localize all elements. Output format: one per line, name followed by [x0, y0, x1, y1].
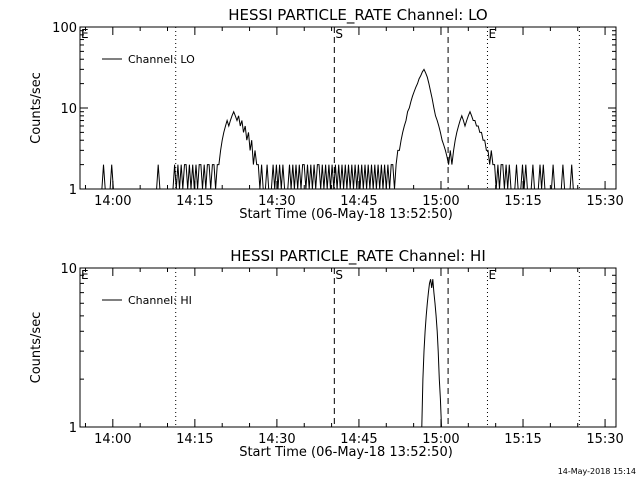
panel1-x-tick-label: 14:15	[176, 194, 213, 209]
panel2-x-tick-label: 15:15	[504, 432, 541, 447]
panel2-y-tick-label: 10	[60, 262, 77, 277]
panel2-x-axis-label: Start Time (06-May-18 13:52:50)	[239, 445, 453, 460]
panel2-x-tick-label: 14:30	[258, 432, 295, 447]
panel1-x-tick-label: 15:00	[422, 194, 459, 209]
panel1-marker-label: S	[335, 27, 343, 41]
panel1-legend-label: Channel: LO	[128, 53, 195, 66]
panel1-x-tick-label: 14:45	[340, 194, 377, 209]
panel1-marker-label: E	[81, 27, 89, 41]
panel2-x-tick-label: 14:00	[94, 432, 131, 447]
panel1-y-tick-label: 100	[52, 21, 77, 36]
panel1-series-line	[530, 164, 535, 190]
panel1-marker-label: E	[488, 27, 496, 41]
panel1-x-tick-label: 14:30	[258, 194, 295, 209]
panel1-chart-title: HESSI PARTICLE_RATE Channel: LO	[228, 6, 487, 25]
panel1-series-line	[156, 164, 161, 190]
panel2-marker-label: E	[488, 268, 496, 282]
panel1-x-tick-label: 15:15	[504, 194, 541, 209]
panel1-series-line	[264, 164, 270, 190]
panel1-series-line	[560, 164, 566, 190]
panel1-series-line	[514, 164, 519, 190]
panel2-plot-frame	[79, 267, 617, 428]
panel1-series-line	[109, 164, 114, 190]
panel1-x-tick-label: 15:30	[586, 194, 623, 209]
panel1-series-line	[551, 164, 556, 190]
panel2-series-line	[421, 279, 442, 428]
panel1-y-tick-label: 10	[60, 102, 77, 117]
panel1-series-line	[101, 164, 106, 190]
panel1-series-line	[537, 164, 546, 190]
panel1-series-line	[287, 68, 512, 190]
panel2-marker-label: S	[335, 268, 343, 282]
panel2-x-tick-label: 14:15	[176, 432, 213, 447]
panel1-series-line	[569, 164, 574, 190]
panel2-legend-label: Channel: HI	[128, 294, 192, 307]
panel2-y-tick-label: 1	[69, 421, 77, 436]
panel1-y-axis-label: Counts/sec	[29, 72, 44, 144]
panel2-x-tick-label: 15:30	[586, 432, 623, 447]
panel2-marker-label: E	[81, 268, 89, 282]
panel1-series-line	[172, 110, 264, 190]
panel2-y-axis-label: Counts/sec	[29, 312, 44, 384]
timestamp-stamp: 14-May-2018 15:14	[557, 467, 636, 476]
panel1-series-line	[520, 164, 528, 190]
panel2-x-tick-label: 14:45	[340, 432, 377, 447]
panel1-series-line	[270, 164, 286, 190]
panel2-x-tick-label: 15:00	[422, 432, 459, 447]
panel1-x-axis-label: Start Time (06-May-18 13:52:50)	[239, 207, 453, 222]
panel1-x-tick-label: 14:00	[94, 194, 131, 209]
panel2-chart-title: HESSI PARTICLE_RATE Channel: HI	[230, 247, 486, 266]
panel1-y-tick-label: 1	[69, 183, 77, 198]
